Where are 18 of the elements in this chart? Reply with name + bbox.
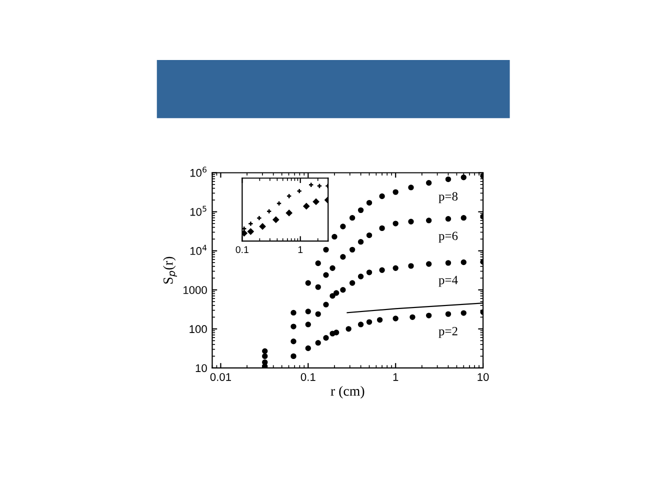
x-tick-label: 1: [393, 373, 398, 381]
y-tick-label: 1000: [183, 286, 207, 294]
y-tick-label: 10$^{5}$: [190, 206, 206, 216]
x-tick-label: 10: [478, 373, 489, 381]
legend-label: p=2: [438, 326, 458, 338]
y-axis-title: S$_{p}$(r): [163, 256, 178, 284]
x-tick-label: 0.01: [210, 373, 231, 381]
y-tick-label: 10$^{6}$: [190, 166, 207, 177]
legend-label: p=4: [438, 276, 458, 287]
legend-label: p=6: [438, 232, 458, 243]
legend-label: p=8: [438, 192, 458, 204]
x-tick-label: 0.1: [300, 373, 316, 381]
y-tick-label: 100: [190, 325, 207, 334]
x-tick-label: 0.1: [236, 246, 248, 254]
y-tick-label: 10: [196, 364, 207, 372]
x-tick-label: 1: [298, 246, 303, 253]
y-tick-label: 10$^{4}$: [190, 244, 207, 255]
x-axis-title: r (cm): [330, 386, 364, 399]
